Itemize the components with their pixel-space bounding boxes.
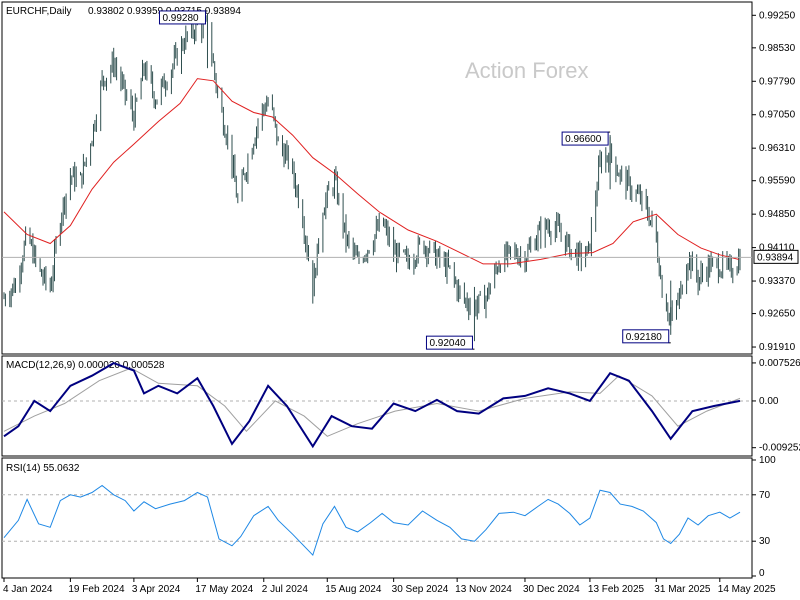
price-tick-label: 0.96310: [759, 143, 796, 154]
time-tick-label: 19 Feb 2024: [68, 584, 125, 595]
time-tick-label: 30 Dec 2024: [523, 584, 580, 595]
macd-tick-label: 0.007526: [759, 358, 800, 369]
price-tick-label: 0.91910: [759, 342, 796, 353]
symbol-label: EURCHF,Daily: [6, 6, 72, 17]
time-tick-label: 30 Sep 2024: [392, 584, 449, 595]
time-tick-label: 2 Jul 2024: [262, 584, 309, 595]
price-tick-label: 0.95590: [759, 176, 796, 187]
price-pane-frame: [1, 1, 753, 355]
annotation-box: [158, 10, 206, 25]
price-tick-label: 0.97050: [759, 110, 796, 121]
rsi-pane-frame: [1, 457, 753, 579]
price-axis: 0.99250 0.98530 0.97790 0.97050 0.96310 0.955…: [752, 10, 796, 353]
annotation-label: 0.99280: [162, 13, 199, 24]
annotation-box: [425, 335, 473, 350]
annotation-box: [622, 329, 670, 344]
rsi-title: RSI(14) 55.0632: [6, 463, 80, 474]
rsi-tick-label: 30: [759, 536, 771, 547]
price-annotations: 0.99280 0.96600 0.92040 0.92180: [158, 10, 671, 350]
time-tick-label: 13 Nov 2024: [455, 584, 512, 595]
price-tick-label: 0.97790: [759, 76, 796, 87]
time-tick-label: 15 Aug 2024: [325, 584, 382, 595]
moving-average-line: [3, 78, 739, 265]
annotation-label: 0.92040: [429, 338, 466, 349]
annotation-label: 0.92180: [626, 332, 663, 343]
macd-title: MACD(12,26,9) 0.000020 0.000528: [6, 360, 165, 371]
time-tick-label: 3 Apr 2024: [132, 584, 181, 595]
price-tick-label: 0.94110: [759, 243, 795, 254]
macd-tick-label: -0.009252: [759, 443, 800, 454]
last-price-marker: 0.93894: [2, 249, 799, 264]
last-price-label: 0.93894: [757, 252, 794, 263]
macd-main-line: [3, 361, 741, 449]
price-candles: [3, 12, 741, 342]
macd-axis: 0.007526 0.00 -0.009252: [2, 358, 800, 454]
time-tick-label: 14 May 2025: [718, 584, 776, 595]
time-axis: 4 Jan 2024 19 Feb 2024 3 Apr 2024 17 May 20…: [3, 578, 776, 595]
price-tick-label: 0.98530: [759, 43, 796, 54]
price-tick-label: 0.93370: [759, 276, 796, 287]
macd-pane-frame: [1, 355, 753, 457]
annotation-label: 0.96600: [565, 134, 602, 145]
watermark: Action Forex: [465, 58, 589, 83]
time-tick-label: 17 May 2024: [195, 584, 253, 595]
rsi-tick-label: 70: [759, 490, 771, 501]
annotation-box: [561, 131, 609, 146]
rsi-line: [3, 484, 741, 557]
macd-pane: MACD(12,26,9) 0.000020 0.000528 0.007526…: [1, 355, 800, 457]
time-tick-label: 4 Jan 2024: [3, 584, 53, 595]
macd-tick-label: 0.00: [759, 396, 779, 407]
time-tick-label: 13 Feb 2025: [588, 584, 645, 595]
rsi-tick-label: 0: [759, 568, 765, 579]
price-pane: Action Forex EURCHF,Daily 0.93802 0.9395…: [1, 1, 799, 355]
price-tick-label: 0.99250: [759, 10, 796, 21]
time-tick-label: 31 Mar 2025: [654, 584, 711, 595]
price-tick-label: 0.92650: [759, 309, 796, 320]
price-tick-label: 0.94850: [759, 209, 796, 220]
rsi-axis: 100 70 30 0: [2, 455, 776, 579]
last-price-tag: [753, 249, 799, 264]
rsi-tick-label: 100: [759, 455, 776, 466]
rsi-pane: RSI(14) 55.0632 100 70 30 0: [1, 455, 776, 579]
